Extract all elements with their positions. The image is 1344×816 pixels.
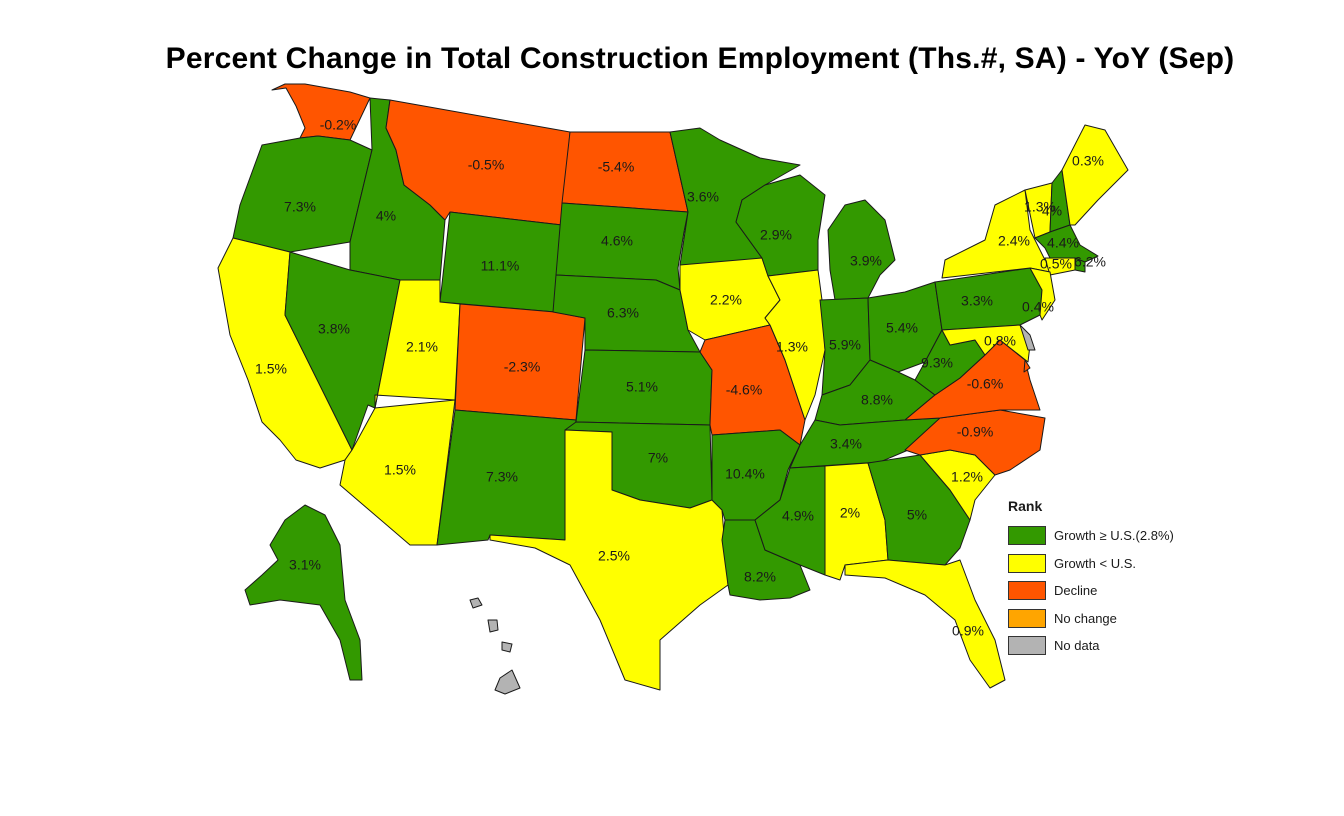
state-value-ar: 10.4% bbox=[725, 466, 765, 482]
state-value-sd: 4.6% bbox=[601, 233, 633, 249]
labels-layer: -0.2% 7.3% 1.5% 4% 3.8% -0.5% 11.1% 2.1% 1.5% -2.… bbox=[255, 117, 1106, 639]
state-value-wv: 9.3% bbox=[921, 355, 953, 371]
state-value-fl: 0.9% bbox=[952, 623, 984, 639]
state-nj bbox=[1029, 267, 1056, 321]
state-value-ma: 4.4% bbox=[1047, 235, 1079, 251]
legend-swatch bbox=[1008, 526, 1046, 546]
state-value-ut: 2.1% bbox=[406, 339, 438, 355]
map-title: Percent Change in Total Construction Emp… bbox=[165, 42, 1235, 75]
states-layer bbox=[217, 83, 1129, 695]
state-hi bbox=[469, 597, 521, 695]
state-az bbox=[339, 399, 456, 546]
legend-label: Decline bbox=[1054, 583, 1098, 599]
state-value-in: 5.9% bbox=[829, 337, 861, 353]
state-tx bbox=[489, 429, 729, 691]
state-value-id: 4% bbox=[376, 208, 396, 224]
state-value-ne: 6.3% bbox=[607, 305, 639, 321]
legend-item-decline: Decline bbox=[1008, 577, 1174, 605]
state-ri bbox=[1074, 257, 1086, 273]
state-value-ak: 3.1% bbox=[289, 557, 321, 573]
legend: Rank Growth ≥ U.S.(2.8%) Growth < U.S. D… bbox=[1008, 498, 1174, 660]
state-value-az: 1.5% bbox=[384, 462, 416, 478]
legend-swatch bbox=[1008, 553, 1046, 573]
state-value-sc: 1.2% bbox=[951, 469, 983, 485]
state-or bbox=[232, 135, 373, 253]
legend-item-growth-ge-us: Growth ≥ U.S.(2.8%) bbox=[1008, 522, 1174, 550]
state-value-wa: -0.2% bbox=[320, 117, 357, 133]
state-value-la: 8.2% bbox=[744, 569, 776, 585]
state-value-ks: 5.1% bbox=[626, 379, 658, 395]
state-value-wy: 11.1% bbox=[481, 258, 520, 274]
state-value-mt: -0.5% bbox=[468, 157, 505, 173]
state-value-mo: -4.6% bbox=[726, 382, 763, 398]
state-value-nd: -5.4% bbox=[598, 159, 635, 175]
legend-swatch bbox=[1008, 581, 1046, 601]
state-ma bbox=[1034, 224, 1099, 263]
legend-label: Growth ≥ U.S.(2.8%) bbox=[1054, 528, 1174, 544]
state-value-al: 2% bbox=[840, 505, 860, 521]
state-value-wi: 2.9% bbox=[760, 227, 792, 243]
state-value-va: -0.6% bbox=[967, 376, 1004, 392]
legend-label: No data bbox=[1054, 638, 1100, 654]
state-value-ms: 4.9% bbox=[782, 508, 814, 524]
state-mi bbox=[827, 199, 896, 301]
state-value-mn: 3.6% bbox=[687, 189, 719, 205]
state-nv bbox=[284, 251, 401, 451]
state-value-tx: 2.5% bbox=[598, 548, 630, 564]
state-value-nv: 3.8% bbox=[318, 321, 350, 337]
state-value-ia: 2.2% bbox=[710, 292, 742, 308]
state-dc bbox=[1023, 359, 1031, 373]
state-value-ky: 8.8% bbox=[861, 392, 893, 408]
legend-item-no-change: No change bbox=[1008, 605, 1174, 633]
legend-label: No change bbox=[1054, 610, 1117, 626]
state-fl bbox=[844, 559, 1006, 689]
state-value-md: 0.8% bbox=[984, 333, 1016, 349]
state-value-me: 0.3% bbox=[1072, 153, 1104, 169]
legend-title: Rank bbox=[1008, 498, 1043, 514]
state-value-ca: 1.5% bbox=[255, 361, 287, 377]
state-co bbox=[454, 303, 586, 421]
legend-label: Growth < U.S. bbox=[1054, 555, 1136, 571]
state-value-pa: 3.3% bbox=[961, 293, 993, 309]
state-il bbox=[764, 269, 826, 421]
state-value-ri: 6.2% bbox=[1074, 254, 1106, 270]
legend-swatch bbox=[1008, 608, 1046, 628]
legend-swatch bbox=[1008, 636, 1046, 656]
state-value-tn: 3.4% bbox=[830, 436, 862, 452]
state-value-ga: 5% bbox=[907, 507, 927, 523]
state-me bbox=[1061, 124, 1129, 226]
legend-item-no-data: No data bbox=[1008, 632, 1174, 660]
state-value-nc: -0.9% bbox=[957, 424, 994, 440]
state-value-or: 7.3% bbox=[284, 199, 316, 215]
state-value-ct: 0.5% bbox=[1040, 256, 1072, 272]
state-value-nh: 4% bbox=[1042, 203, 1062, 219]
state-value-ok: 7% bbox=[648, 450, 668, 466]
state-wi bbox=[735, 174, 826, 277]
state-ak bbox=[244, 504, 363, 681]
state-value-il: 1.3% bbox=[776, 339, 808, 355]
state-value-nm: 7.3% bbox=[486, 469, 518, 485]
state-value-mi: 3.9% bbox=[850, 253, 882, 269]
state-value-nj: 0.4% bbox=[1022, 299, 1054, 315]
state-value-oh: 5.4% bbox=[886, 320, 918, 336]
state-value-vt: 1.3% bbox=[1024, 199, 1056, 215]
legend-item-growth-lt-us: Growth < U.S. bbox=[1008, 550, 1174, 578]
state-value-co: -2.3% bbox=[504, 359, 541, 375]
state-value-ny: 2.4% bbox=[998, 233, 1030, 249]
state-de bbox=[1019, 324, 1036, 351]
